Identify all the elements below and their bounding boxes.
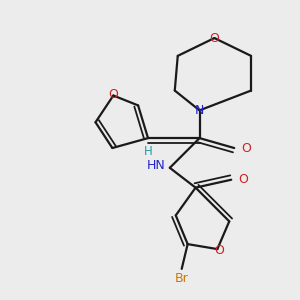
Text: O: O	[238, 173, 248, 186]
Text: H: H	[144, 146, 152, 158]
Text: N: N	[195, 104, 204, 117]
Text: Br: Br	[175, 272, 189, 285]
Text: HN: HN	[147, 159, 165, 172]
Text: O: O	[214, 244, 224, 256]
Text: O: O	[108, 88, 118, 101]
Text: O: O	[241, 142, 251, 154]
Text: O: O	[209, 32, 219, 44]
